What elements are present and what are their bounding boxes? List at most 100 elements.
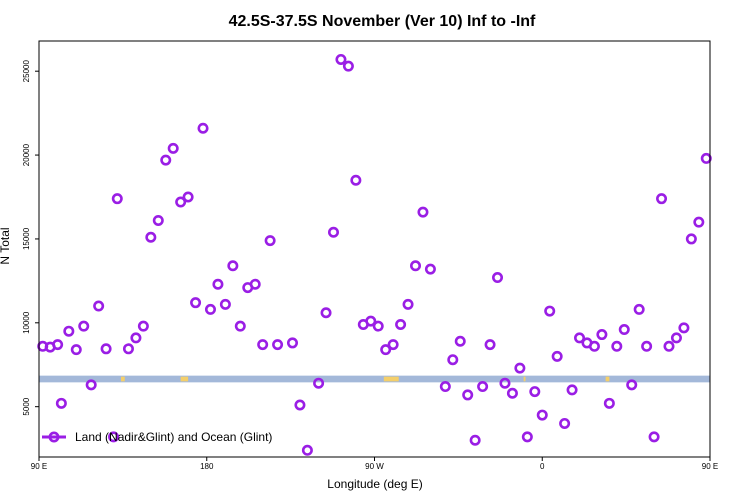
x-tick-label: 180 (200, 462, 214, 471)
data-point (327, 226, 339, 238)
data-point (424, 263, 436, 275)
data-point (417, 206, 429, 218)
data-point (395, 318, 407, 330)
data-point (670, 332, 682, 344)
data-point (410, 260, 422, 272)
data-point (175, 196, 187, 208)
legend: Land (Nadir&Glint) and Ocean (Glint) (42, 430, 272, 444)
y-tick-label: 15000 (22, 227, 31, 250)
y-tick-label: 25000 (22, 60, 31, 83)
data-point (264, 235, 276, 247)
data-points (37, 53, 712, 456)
land-segment (605, 376, 610, 382)
data-point (611, 340, 623, 352)
data-point (566, 384, 578, 396)
data-point (294, 399, 306, 411)
data-point (514, 362, 526, 374)
data-point (492, 272, 504, 284)
data-point (499, 377, 511, 389)
data-point (439, 381, 451, 393)
data-point (559, 417, 571, 429)
data-point (78, 320, 90, 332)
data-point (536, 409, 548, 421)
x-axis-label: Longitude (deg E) (327, 477, 422, 491)
data-point (342, 60, 354, 72)
x-tick-label: 90 W (365, 462, 384, 471)
data-point (588, 340, 600, 352)
data-point (182, 191, 194, 203)
data-point (63, 325, 75, 337)
data-point (447, 354, 459, 366)
data-point (167, 142, 179, 154)
x-axis: 90 E 180 90 W 0 90 E (31, 457, 718, 471)
data-point (477, 381, 489, 393)
data-point (145, 231, 157, 243)
data-point (85, 379, 97, 391)
data-point (469, 434, 481, 446)
data-point (656, 193, 668, 205)
data-point (70, 344, 82, 356)
data-point (212, 278, 224, 290)
data-point (544, 305, 556, 317)
chart-title: 42.5S-37.5S November (Ver 10) Inf to -In… (229, 13, 536, 30)
data-point (454, 335, 466, 347)
y-tick-label: 10000 (22, 311, 31, 334)
land-segment (383, 376, 399, 382)
data-point (693, 216, 705, 228)
land-segment (523, 376, 526, 382)
data-point (257, 339, 269, 351)
data-point (648, 431, 660, 443)
data-point (484, 339, 496, 351)
data-point (663, 340, 675, 352)
data-point (286, 337, 298, 349)
land-segment (180, 376, 189, 382)
data-point (335, 53, 347, 65)
data-point (380, 344, 392, 356)
data-point (204, 303, 216, 315)
data-point (618, 324, 630, 336)
data-point (160, 154, 172, 166)
data-point (190, 297, 202, 309)
data-point (111, 193, 123, 205)
data-point (55, 397, 67, 409)
data-point (350, 174, 362, 186)
data-point (551, 350, 563, 362)
y-axis: 5000 10000 15000 20000 25000 (22, 60, 39, 416)
data-point (234, 320, 246, 332)
data-point (596, 329, 608, 341)
data-point (462, 389, 474, 401)
data-point (626, 379, 638, 391)
land-ocean-band (39, 375, 710, 383)
data-point (108, 431, 120, 443)
data-point (52, 339, 64, 351)
legend-marker (48, 431, 60, 443)
ocean-band (39, 375, 710, 383)
data-point (122, 343, 134, 355)
data-point (574, 332, 586, 344)
data-point (529, 386, 541, 398)
data-point (152, 214, 164, 226)
data-point (320, 307, 332, 319)
y-tick-label: 5000 (22, 397, 31, 415)
data-point (506, 387, 518, 399)
legend-label: Land (Nadir&Glint) and Ocean (Glint) (75, 430, 272, 444)
data-point (372, 320, 384, 332)
data-point (301, 444, 313, 456)
data-point (130, 332, 142, 344)
x-tick-label: 90 E (702, 462, 718, 471)
data-point (365, 315, 377, 327)
x-tick-label: 90 E (31, 462, 47, 471)
data-point (219, 298, 231, 310)
x-tick-label: 0 (540, 462, 545, 471)
data-point (641, 340, 653, 352)
data-point (93, 300, 105, 312)
data-point (678, 322, 690, 334)
data-point (521, 431, 533, 443)
data-point (603, 397, 615, 409)
data-point (100, 343, 112, 355)
data-point (272, 339, 284, 351)
data-point (402, 298, 414, 310)
data-point (197, 122, 209, 134)
